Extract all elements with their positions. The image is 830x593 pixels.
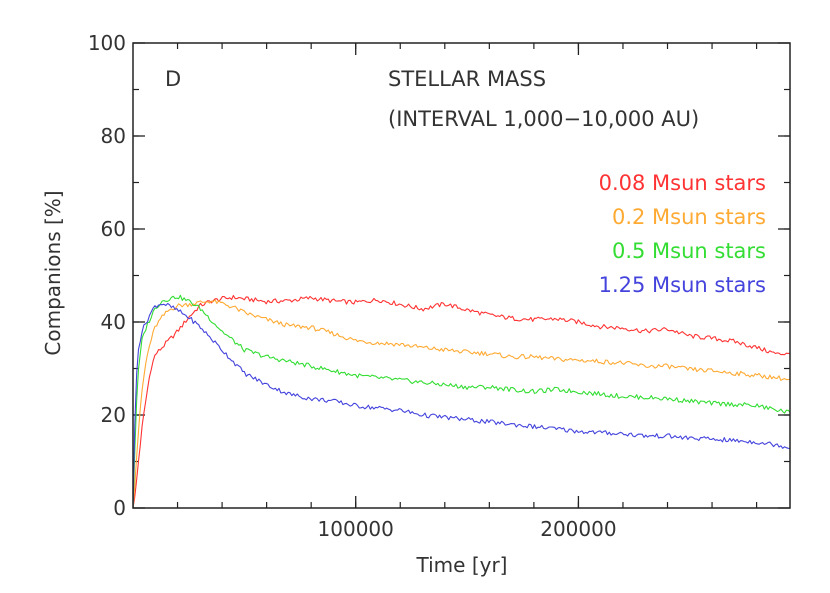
y-tick-label: 20 xyxy=(101,403,126,427)
x-tick-label: 200000 xyxy=(540,517,616,541)
panel-label: D xyxy=(165,67,181,91)
legend-entry-3: 0.5 Msun stars xyxy=(612,239,766,263)
annotation-title: STELLAR MASS xyxy=(388,67,546,91)
y-tick-label: 60 xyxy=(101,217,126,241)
legend-entry-1: 0.08 Msun stars xyxy=(599,171,766,195)
y-tick-label: 100 xyxy=(88,31,126,55)
tick-labels: 100000 200000 0 20 40 60 80 100 xyxy=(88,31,617,541)
legend-entry-2: 0.2 Msun stars xyxy=(612,205,766,229)
y-tick-label: 80 xyxy=(101,124,126,148)
legend-entry-4: 1.25 Msun stars xyxy=(599,273,766,297)
x-axis-title: Time [yr] xyxy=(416,553,508,577)
y-tick-label: 0 xyxy=(113,496,126,520)
plot-frame xyxy=(132,42,791,509)
series-line-3 xyxy=(132,294,791,509)
annotation-subtitle: (INTERVAL 1,000−10,000 AU) xyxy=(388,107,699,131)
series-lines xyxy=(132,294,791,509)
series-line-4 xyxy=(132,302,791,509)
y-tick-label: 40 xyxy=(101,310,126,334)
x-tick-label: 100000 xyxy=(318,517,394,541)
y-axis-title: Companions [%] xyxy=(41,190,65,355)
legend: 0.08 Msun stars 0.2 Msun stars 0.5 Msun st… xyxy=(599,171,766,297)
series-line-1 xyxy=(132,294,791,509)
series-line-2 xyxy=(132,299,791,509)
